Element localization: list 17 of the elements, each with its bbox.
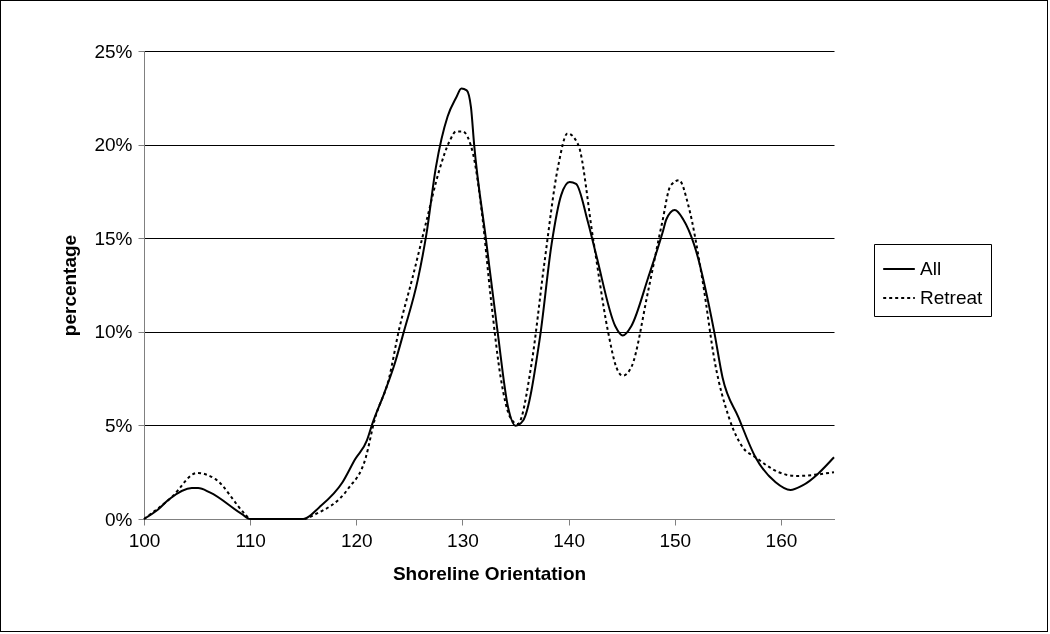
- x-tick-label: 120: [340, 529, 373, 551]
- x-tick-label: 110: [235, 529, 266, 551]
- x-axis-title: Shoreline Orientation: [392, 562, 587, 584]
- y-tick-label: 10%: [94, 321, 133, 343]
- y-tick-label: 0%: [105, 508, 133, 530]
- x-tick-label: 150: [659, 529, 692, 551]
- y-tick-label: 25%: [94, 40, 133, 62]
- x-tick-label: 130: [447, 529, 479, 551]
- legend-label: Retreat: [920, 287, 984, 308]
- legend-label: All: [920, 258, 942, 279]
- y-tick-label: 15%: [94, 227, 133, 249]
- x-tick-label: 160: [765, 529, 798, 551]
- y-axis-title: percentage: [59, 234, 81, 337]
- x-tick-label: 140: [553, 529, 585, 551]
- x-tick-label: 100: [128, 529, 161, 551]
- y-tick-label: 5%: [105, 414, 133, 436]
- y-tick-label: 20%: [94, 134, 133, 156]
